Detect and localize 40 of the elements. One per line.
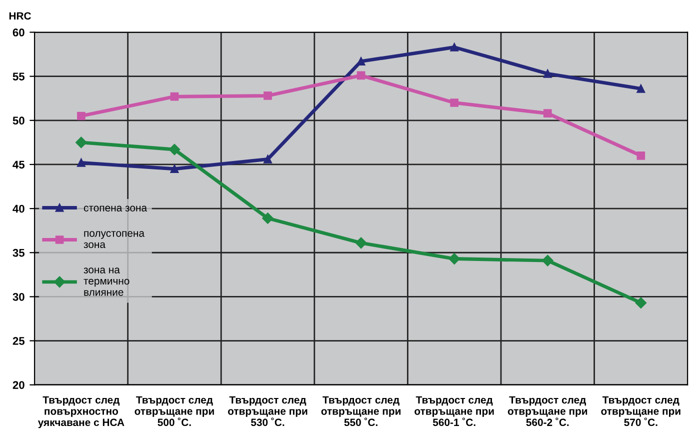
point [170,92,179,101]
y-tick-label: 25 [12,337,25,345]
point [77,112,86,120]
x-tick-label: Твърдост след отвръщане при 530 ˚С. [228,396,308,426]
point [543,109,552,118]
point [168,144,180,156]
y-tick-label: 35 [12,248,25,257]
point [635,297,647,308]
y-tick-label: 60 [12,28,24,36]
x-tick-label: Твърдост след отвръщане при 560-1 ˚С. [414,396,494,426]
point [264,155,272,164]
point [543,70,552,78]
point [76,136,87,148]
y-tick-label: 55 [12,72,25,80]
point [448,253,460,264]
y-tick-label: 30 [12,292,24,301]
y-tick-label: 50 [12,116,24,125]
point [264,92,272,100]
x-tick-label: Твърдост след отвръщане при 500 ˚С. [134,396,214,426]
point [450,43,458,52]
point [542,254,554,266]
point [636,151,646,160]
point [356,71,366,80]
y-tick-label: 45 [12,160,25,169]
y-tick-label: 40 [12,204,24,213]
point [450,98,458,107]
x-tick-label: Твърдост след отвръщане при 570 ˚С. [601,396,680,426]
y-axis-title: HRC [9,12,31,20]
point [77,158,86,167]
x-tick-label: Твърдост след отвръщане при 550 ˚С. [321,396,400,426]
legend-label: стопена зона [84,206,148,212]
point [355,237,367,249]
y-tick-label: 20 [12,381,24,389]
point [170,164,179,174]
legend-label: полустопена зона [84,231,145,248]
point [262,212,274,224]
x-tick-label: Твърдост след отвръщане при 560-2 ˚С. [508,396,588,426]
x-tick-label: Твърдост след повърхностно уякчаване с НСА [38,396,124,428]
point [636,84,646,93]
legend-label: зона на термично влияние [84,268,130,296]
